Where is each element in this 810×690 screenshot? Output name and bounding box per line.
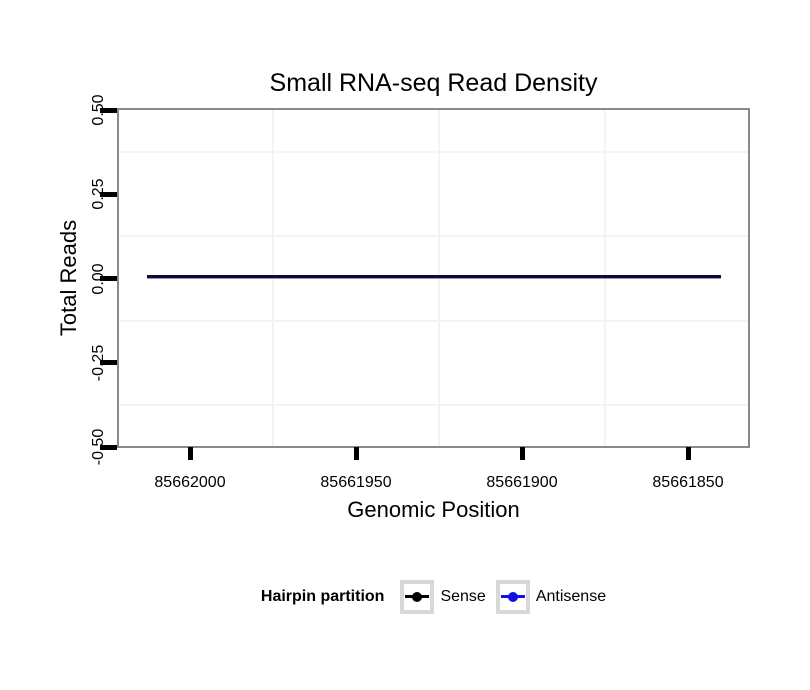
y-axis-tick [100, 276, 117, 281]
gridline-minor-horizontal [119, 235, 748, 238]
gridline-minor-horizontal [119, 151, 748, 154]
legend-key-sense [400, 580, 435, 614]
chart-title: Small RNA-seq Read Density [269, 69, 598, 97]
gridline-minor-horizontal [119, 319, 748, 322]
y-axis-tick-label: -0.25 [90, 344, 107, 381]
x-axis-tick [353, 447, 359, 460]
y-axis-title: Total Reads [56, 219, 81, 337]
legend-label-sense: Sense [440, 588, 486, 605]
legend-item-sense: Sense [400, 580, 486, 614]
x-axis-title: Genomic Position [347, 497, 520, 522]
y-axis-tick [100, 360, 117, 366]
y-axis-tick-label: 0.25 [90, 178, 107, 210]
sense-point-icon [412, 592, 423, 602]
x-axis-tick-label: 85662000 [154, 474, 226, 491]
legend-title: Hairpin partition [260, 588, 385, 605]
legend-item-antisense: Antisense [495, 580, 607, 614]
y-axis-tick [100, 444, 117, 450]
gridline-minor-horizontal [119, 403, 748, 406]
x-axis-tick [519, 447, 525, 460]
x-axis-tick-label: 85661850 [652, 474, 724, 491]
plot-area [119, 110, 748, 446]
y-axis-tick-label: 0.50 [90, 94, 107, 126]
y-axis-tick [100, 107, 117, 113]
legend: Hairpin partition Sense Antisense [117, 578, 750, 616]
plot-panel: 85662000 85661950 85661900 85661850 0.50 0.25… [90, 94, 750, 491]
legend-label-antisense: Antisense [535, 588, 607, 605]
y-axis-tick-label: -0.50 [90, 428, 107, 466]
x-axis-tick-label: 85661900 [486, 474, 558, 491]
x-axis-tick [685, 447, 691, 460]
x-axis-tick [187, 447, 193, 460]
legend-key-antisense [495, 580, 530, 614]
read-density-line [146, 274, 722, 279]
plot-panel-wrap: 85662000 85661950 85661900 85661850 0.50 0.25… [90, 94, 750, 491]
y-axis-tick-label: 0.00 [90, 262, 107, 295]
antisense-point-icon [507, 592, 518, 602]
y-axis-tick [100, 191, 117, 197]
x-axis-tick-label: 85661950 [320, 474, 392, 491]
